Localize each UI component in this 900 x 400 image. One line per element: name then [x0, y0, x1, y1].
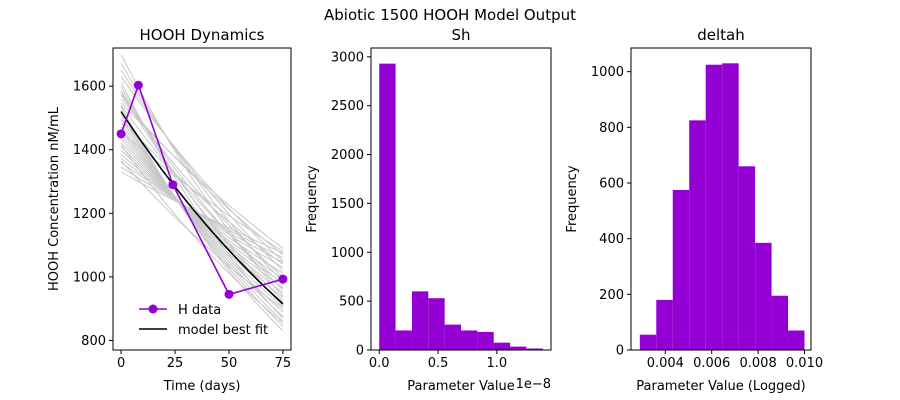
histogram-bar [510, 346, 527, 350]
histogram-bar [526, 348, 543, 350]
y-tick-label: 400 [599, 232, 624, 247]
histogram-bar [444, 324, 461, 350]
h-data-point [278, 274, 288, 284]
y-tick-label: 1400 [73, 143, 106, 158]
y-tick-label: 2000 [331, 148, 364, 163]
y-axis-label: Frequency [305, 165, 320, 232]
panel-title: deltah [697, 26, 745, 44]
x-tick-label: 1.0 [487, 356, 508, 371]
ensemble-curve [120, 134, 284, 298]
x-axis-label: Parameter Value (Logged) [636, 379, 805, 394]
x-tick-label: 0.0 [369, 356, 390, 371]
histogram-bar [771, 295, 789, 350]
histogram-bar [738, 166, 756, 350]
legend-h-data-marker [148, 304, 158, 314]
y-axis-label: Frequency [565, 165, 580, 232]
histogram-bar [656, 299, 673, 350]
histogram-bar [705, 64, 723, 350]
x-tick-label: 0.008 [740, 356, 777, 371]
y-tick-label: 1000 [73, 270, 106, 285]
histogram-bar [755, 242, 772, 350]
legend-h-data-label: H data [178, 303, 221, 318]
histogram-bar [639, 334, 657, 350]
y-tick-label: 1000 [331, 246, 364, 261]
histogram-bar [428, 298, 445, 350]
axes-frame [370, 47, 552, 351]
ensemble-curve [120, 142, 284, 289]
panel-deltah-histogram: 0.004 0.006 0.008 0.010 0 200 400 600 800 1000 del… [565, 26, 823, 394]
y-tick-label: 1500 [331, 197, 364, 212]
y-tick-label: 0 [356, 344, 364, 359]
ensemble-curve [120, 158, 284, 268]
histogram-bar [379, 63, 396, 350]
ensemble-curve [120, 104, 284, 286]
ensemble-curve [120, 119, 284, 265]
ensemble-curve [120, 118, 284, 317]
h-data-point [224, 289, 234, 299]
x-tick-label: 75 [275, 356, 292, 371]
histogram-bar [477, 331, 494, 350]
x-axis-label: Parameter Value [407, 379, 514, 394]
y-tick-label: 800 [599, 121, 624, 136]
ensemble-curve [120, 138, 284, 294]
ensemble-curve [120, 114, 284, 322]
panel-sh-histogram: 0.0 0.5 1.0 0 500 1000 1500 2000 2500 3000 Sh Param… [305, 26, 552, 394]
model-best-fit-line [120, 111, 284, 305]
x-tick-label: 0.004 [647, 356, 684, 371]
ensemble-curve [120, 92, 284, 302]
x-axis-label: Time (days) [163, 379, 241, 394]
histogram-bar [689, 120, 706, 351]
x-tick-label: 25 [167, 356, 184, 371]
y-tick-label: 1600 [73, 80, 106, 95]
y-tick-label: 1000 [591, 65, 624, 80]
y-tick-label: 800 [81, 334, 106, 349]
y-tick-label: 0 [616, 344, 624, 359]
h-data-point [133, 80, 143, 90]
y-tick-label: 200 [599, 288, 624, 303]
panel-title: HOOH Dynamics [140, 26, 265, 44]
ensemble-curve [120, 110, 284, 327]
histogram-bar [788, 330, 805, 350]
x-tick-label: 0.006 [693, 356, 730, 371]
panel-title: Sh [451, 26, 470, 44]
histogram-bar [493, 342, 511, 350]
ensemble-curve [120, 54, 284, 297]
x-axis-offset-text: 1e−8 [516, 377, 551, 392]
histogram-bar [672, 189, 690, 350]
ensemble-curve [120, 126, 284, 308]
axes-frame [112, 47, 292, 351]
x-tick-label: 50 [221, 356, 238, 371]
h-data-point [168, 180, 178, 190]
ensemble-curve [120, 98, 284, 255]
histogram-bar [722, 63, 739, 351]
ensemble-curve [120, 90, 284, 290]
histogram-bar [395, 330, 412, 350]
y-tick-label: 2500 [331, 99, 364, 114]
x-tick-label: 0.010 [786, 356, 823, 371]
histogram-bar [411, 291, 429, 350]
ensemble-curve [120, 144, 284, 324]
histogram-bar [461, 330, 478, 350]
h-data-point [116, 129, 126, 139]
y-axis-label: HOOH Concentration nM/mL [47, 106, 62, 291]
legend-fit-label: model best fit [178, 323, 268, 338]
figure-suptitle: Abiotic 1500 HOOH Model Output [324, 6, 576, 24]
panel-hooh-dynamics: 0 25 50 75 800 1000 1200 1400 1600 HOOH Dynamics T… [47, 26, 292, 394]
y-tick-label: 1200 [73, 207, 106, 222]
plot-area [371, 48, 551, 350]
y-tick-label: 500 [339, 295, 364, 310]
y-tick-label: 600 [599, 176, 624, 191]
axes-frame [630, 47, 812, 351]
ensemble-curve [120, 63, 284, 283]
x-tick-label: 0.5 [428, 356, 449, 371]
x-tick-label: 0 [117, 356, 125, 371]
y-tick-label: 3000 [331, 50, 364, 65]
ensemble-curve [120, 131, 284, 252]
